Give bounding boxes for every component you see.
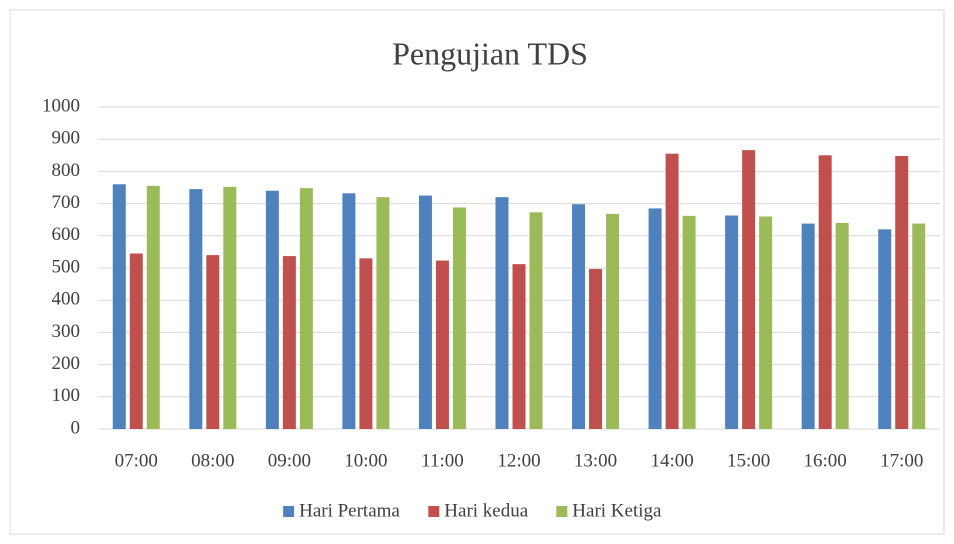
y-tick-label: 300 (52, 321, 81, 342)
y-tick-label: 500 (52, 256, 81, 277)
bar (589, 268, 603, 429)
bar (223, 186, 237, 429)
bar (878, 229, 892, 429)
bar (299, 188, 313, 429)
bar (801, 223, 815, 429)
x-tick-label: 11:00 (421, 450, 464, 471)
bar (342, 193, 356, 429)
bar (129, 253, 143, 429)
y-tick-label: 100 (52, 385, 81, 406)
bar (206, 255, 220, 429)
bar (759, 216, 773, 429)
bar (112, 184, 126, 429)
bar (912, 223, 926, 429)
bar (682, 215, 696, 429)
legend-swatch (428, 506, 440, 517)
y-tick-label: 800 (52, 160, 81, 181)
bar (282, 256, 296, 429)
x-tick-label: 17:00 (880, 450, 923, 471)
bar (835, 222, 849, 429)
bar (572, 204, 586, 429)
x-tick-label: 08:00 (191, 450, 234, 471)
x-tick-label: 13:00 (574, 450, 617, 471)
bar (435, 260, 449, 429)
y-tick-label: 0 (71, 417, 81, 438)
y-tick-label: 600 (52, 224, 81, 245)
bar (665, 153, 679, 429)
bar (648, 208, 662, 429)
x-tick-label: 09:00 (268, 450, 311, 471)
x-tick-label: 12:00 (497, 450, 540, 471)
legend-label: Hari kedua (444, 500, 528, 521)
x-tick-label: 16:00 (804, 450, 847, 471)
chart-border (9, 9, 945, 535)
x-tick-label: 07:00 (115, 450, 158, 471)
x-tick-label: 14:00 (650, 450, 693, 471)
bar (895, 155, 909, 429)
bar (495, 197, 509, 429)
bar (529, 212, 543, 429)
legend-label: Hari Pertama (299, 500, 400, 521)
y-tick-label: 1000 (42, 95, 80, 116)
legend-label: Hari Ketiga (572, 500, 662, 521)
bar (742, 150, 756, 429)
bar (359, 258, 373, 429)
bar (725, 215, 739, 429)
y-tick-label: 900 (52, 128, 81, 149)
x-tick-label: 15:00 (727, 450, 770, 471)
x-tick-label: 10:00 (344, 450, 387, 471)
bar (452, 207, 466, 429)
bar (146, 185, 160, 429)
bar (818, 155, 832, 430)
bar (512, 264, 526, 429)
chart-title: Pengujian TDS (392, 35, 588, 71)
y-tick-label: 700 (52, 192, 81, 213)
bar (418, 195, 432, 429)
bar (606, 213, 620, 429)
legend-swatch (283, 506, 295, 517)
y-tick-label: 200 (52, 353, 81, 374)
bar (189, 189, 203, 429)
bar (376, 197, 390, 429)
legend-swatch (556, 506, 568, 517)
y-tick-label: 400 (52, 289, 81, 310)
bar (265, 190, 279, 429)
